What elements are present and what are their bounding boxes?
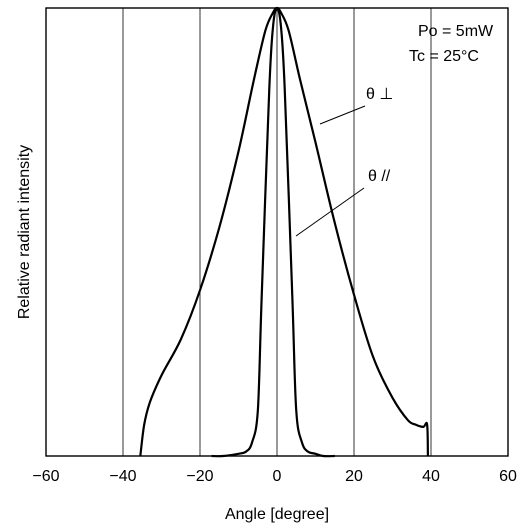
x-axis-title: Angle [degree] [225,506,329,523]
x-tick-label: −40 [109,468,136,485]
x-tick-label: 20 [345,468,363,485]
grid-lines [122,8,432,456]
label-leader-parallel [295,187,365,237]
annotation-temperature: Tc = 25°C [409,48,479,65]
x-tick-label: 60 [499,468,517,485]
x-tick-label: 40 [422,468,440,485]
label-leader-perp [319,105,366,125]
x-tick-label: 0 [273,468,282,485]
y-axis-title: Relative radiant intensity [16,145,33,319]
series-layer [139,6,429,458]
series-line-theta-parallel [211,6,335,458]
x-tick-label: −60 [32,468,59,485]
series-label-perp: θ ⊥ [366,86,393,103]
x-tick-label: −20 [186,468,213,485]
series-line-theta-perp [139,6,429,457]
series-label-parallel: θ // [368,168,391,185]
x-tick-labels: −60 −40 −20 0 20 40 60 [32,468,517,485]
annotation-power: Po = 5mW [418,23,494,40]
